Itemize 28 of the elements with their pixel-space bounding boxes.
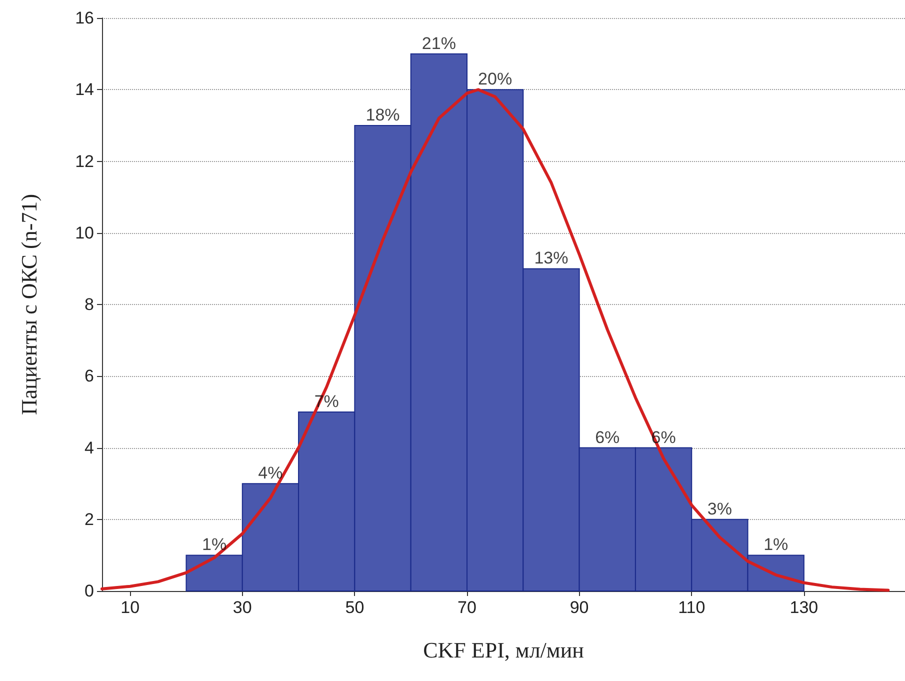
y-tick-label: 4 [84, 438, 94, 458]
x-tick-label: 30 [232, 598, 252, 617]
annotation: 6% [595, 428, 620, 447]
x-tick-label: 70 [458, 598, 476, 617]
x-tick-label: 10 [120, 598, 140, 617]
y-tick-label: 0 [84, 582, 94, 600]
x-tick-label: 130 [790, 598, 818, 617]
y-tick-label: 16 [75, 8, 94, 28]
x-tick-label: 110 [678, 598, 706, 617]
annotation: 4% [258, 464, 283, 483]
x-axis-title: CKF EPI, мл/мин [423, 638, 584, 662]
y-tick-label: 14 [75, 80, 94, 100]
annotation: 21% [422, 34, 456, 53]
line-series [100, 88, 890, 592]
x-tick-label: 50 [345, 598, 364, 617]
y-axis-title: Пациенты с ОКС (n-71) [16, 194, 42, 416]
y-tick-label: 8 [84, 295, 94, 314]
annotation: 3% [707, 499, 732, 518]
y-tick-label: 12 [75, 152, 94, 171]
annotation: 13% [534, 248, 568, 268]
y-tick-label: 2 [84, 510, 94, 529]
y-tick-label: 10 [75, 223, 94, 242]
y-tick-label: 6 [84, 366, 94, 386]
annotation: 18% [366, 105, 400, 124]
annotation: 20% [478, 70, 512, 89]
annotation: 1% [764, 535, 788, 554]
x-tick-label: 90 [570, 598, 589, 617]
annotation: 1% [202, 535, 227, 554]
